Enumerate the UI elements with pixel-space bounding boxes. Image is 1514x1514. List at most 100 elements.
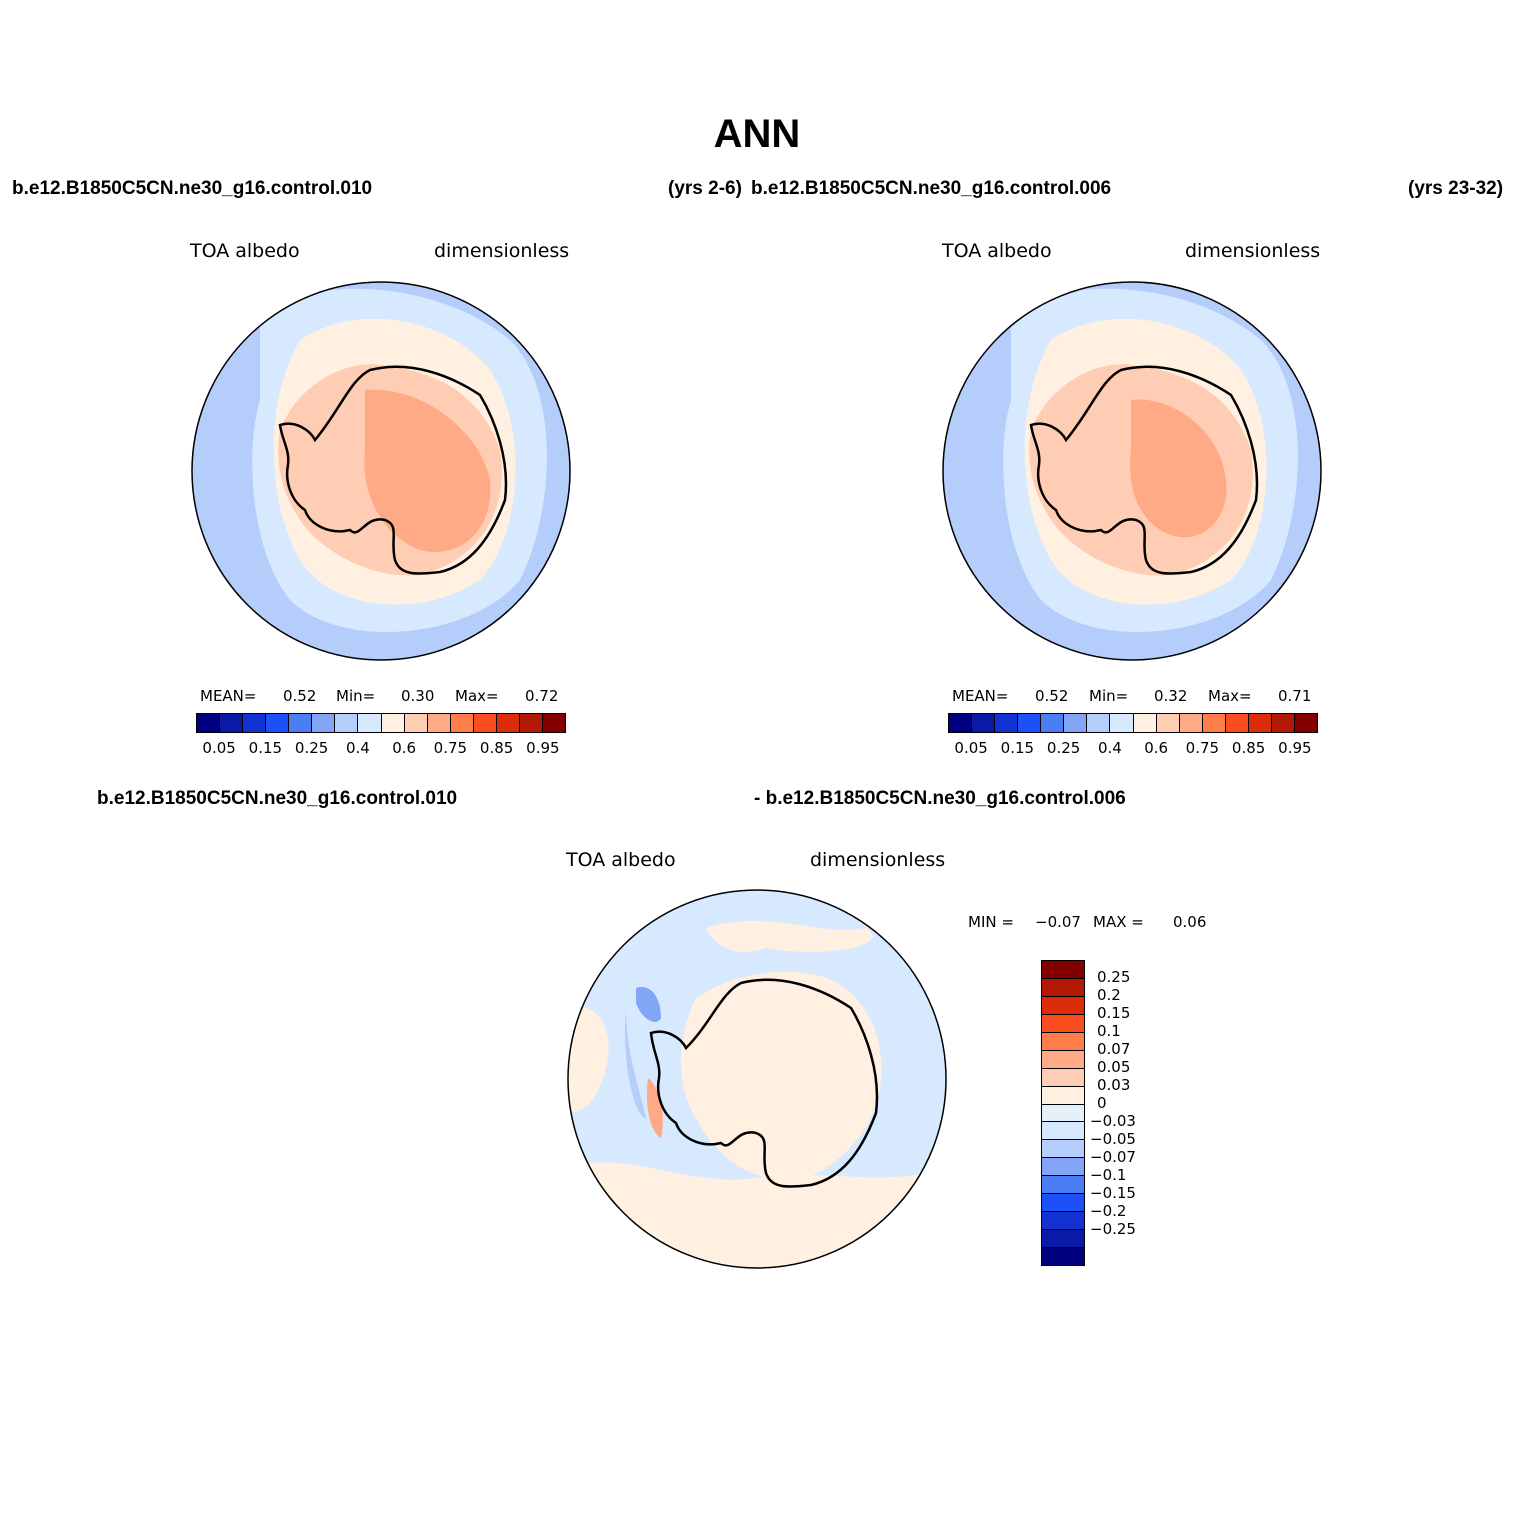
diff-colorbar-tick-label: 0.03: [1097, 1076, 1131, 1094]
diff-max-value: 0.06: [1173, 913, 1207, 931]
panel1-map: [191, 281, 571, 661]
positive-anomaly: [646, 1078, 663, 1138]
panel2-colorbar-swatch: [995, 714, 1019, 732]
diff-colorbar-tick-label: 0.05: [1097, 1058, 1131, 1076]
panel1-case-label: b.e12.B1850C5CN.ne30_g16.control.010: [12, 178, 373, 199]
continent-diff: [681, 971, 882, 1180]
diff-colorbar-swatch: [1042, 1086, 1084, 1105]
panel1-colorbar-tick-label: 0.95: [526, 739, 560, 757]
panel1-min-label: Min=: [336, 687, 376, 705]
panel1-colorbar-tick-label: 0.05: [202, 739, 236, 757]
diff-colorbar-swatch: [1042, 1122, 1084, 1141]
panel2-colorbar-swatch: [972, 714, 996, 732]
panel2-colorbar-tick-label: 0.95: [1278, 739, 1312, 757]
diff-colorbar-swatch: [1042, 1158, 1084, 1177]
panel1-colorbar-tick-label: 0.4: [345, 739, 370, 757]
panel2-colorbar-swatch: [1064, 714, 1088, 732]
panel2-units: dimensionless: [1185, 240, 1321, 262]
diff-colorbar: [1041, 960, 1085, 1266]
map-border: [191, 281, 571, 661]
panel1-colorbar-tick-label: 0.6: [392, 739, 417, 757]
diff-colorbar-swatch: [1042, 1230, 1084, 1248]
panel2-colorbar-swatch: [1271, 714, 1295, 732]
panel1-colorbar-tick-label: 0.85: [479, 739, 514, 757]
diff-colorbar-swatch: [1042, 1212, 1084, 1231]
panel2-colorbar-swatch: [1156, 714, 1180, 732]
panel1-colorbar-swatch: [243, 714, 267, 732]
panel2-years-label: (yrs 23-32): [1408, 178, 1504, 199]
diff-colorbar-swatch: [1042, 1032, 1084, 1051]
diff-colorbar-tick-label: −0.15: [1090, 1184, 1136, 1202]
diff-colorbar-swatch: [1042, 1068, 1084, 1087]
panel1-colorbar-tick-label: 0.75: [433, 739, 468, 757]
diff-max-label: MAX =: [1093, 913, 1144, 931]
panel1-years-label: (yrs 2-6): [668, 178, 742, 199]
positive-band-west: [568, 1006, 609, 1112]
panel2-colorbar-swatch: [1294, 714, 1317, 732]
diff-colorbar-swatch: [1042, 1194, 1084, 1213]
diff-colorbar-tick-label: 0.1: [1097, 1022, 1121, 1040]
panel1-max-label: Max=: [455, 687, 499, 705]
diff-case-a: b.e12.B1850C5CN.ne30_g16.control.010: [97, 788, 458, 809]
panel1-colorbar-swatch: [266, 714, 290, 732]
panel1-colorbar-swatch: [404, 714, 428, 732]
panel1-colorbar-swatch: [473, 714, 497, 732]
diff-colorbar-tick-label: −0.2: [1090, 1202, 1127, 1220]
panel2-map: [942, 281, 1322, 661]
panel2-colorbar-tick-label: 0.15: [1000, 739, 1035, 757]
panel2-colorbar-ticks: 0.05 0.15 0.25 0.4 0.6 0.75 0.85 0.95: [948, 739, 1318, 759]
panel2-max-label: Max=: [1208, 687, 1252, 705]
diff-colorbar-swatch: [1042, 1176, 1084, 1195]
panel2-max-value: 0.71: [1278, 687, 1312, 705]
panel2-colorbar-swatch: [1202, 714, 1226, 732]
panel1-colorbar-swatch: [312, 714, 336, 732]
panel1-colorbar-swatch: [496, 714, 520, 732]
panel2-colorbar-tick-label: 0.75: [1185, 739, 1220, 757]
diff-colorbar-swatch: [1042, 1104, 1084, 1123]
plateau-fill: [1130, 399, 1227, 538]
diff-min-label: MIN =: [968, 913, 1014, 931]
panel1-max-value: 0.72: [525, 687, 559, 705]
diff-colorbar-swatch: [1042, 996, 1084, 1015]
diff-case-b: - b.e12.B1850C5CN.ne30_g16.control.006: [754, 788, 1126, 809]
panel2-mean-label: MEAN=: [952, 687, 1009, 705]
positive-band-south: [568, 1162, 946, 1268]
panel2-mean-value: 0.52: [1035, 687, 1069, 705]
map-border: [567, 889, 947, 1269]
panel2-variable: TOA albedo: [942, 240, 1052, 262]
panel1-colorbar: [196, 713, 566, 733]
diff-colorbar-swatch: [1042, 978, 1084, 997]
diff-colorbar-tick-label: −0.05: [1090, 1130, 1136, 1148]
diff-colorbar-swatch: [1042, 1140, 1084, 1159]
positive-band-north: [706, 920, 873, 952]
diff-colorbar-tick-label: 0.2: [1097, 986, 1121, 1004]
panel1-colorbar-swatch: [220, 714, 244, 732]
panel2-colorbar-swatch: [949, 714, 973, 732]
figure-title: ANN: [713, 112, 801, 156]
panel2-colorbar-swatch: [1248, 714, 1272, 732]
diff-colorbar-swatch: [1042, 1248, 1084, 1265]
panel1-colorbar-swatch: [358, 714, 382, 732]
panel1-colorbar-swatch: [289, 714, 313, 732]
diff-min-value: −0.07: [1035, 913, 1081, 931]
diff-variable: TOA albedo: [566, 849, 676, 871]
panel2-colorbar-swatch: [1041, 714, 1065, 732]
negative-anomaly: [636, 987, 661, 1023]
diff-colorbar-tick-label: 0.07: [1097, 1040, 1131, 1058]
panel1-colorbar-tick-label: 0.15: [248, 739, 283, 757]
panel2-colorbar-swatch: [1179, 714, 1203, 732]
plateau-fill: [364, 389, 491, 552]
panel1-colorbar-swatch: [450, 714, 474, 732]
panel1-colorbar-swatch: [427, 714, 451, 732]
panel1-colorbar-swatch: [197, 714, 221, 732]
panel2-colorbar-tick-label: 0.4: [1097, 739, 1122, 757]
panel1-colorbar-swatch: [335, 714, 359, 732]
panel2-colorbar-swatch: [1225, 714, 1249, 732]
diff-colorbar-tick-label: −0.03: [1090, 1112, 1136, 1130]
panel2-colorbar-tick-label: 0.85: [1231, 739, 1266, 757]
panel2-colorbar-tick-label: 0.25: [1046, 739, 1081, 757]
diff-colorbar-tick-label: −0.1: [1090, 1166, 1127, 1184]
panel1-colorbar-swatch: [542, 714, 565, 732]
negative-streak: [625, 1008, 646, 1118]
diff-colorbar-tick-label: 0.25: [1097, 968, 1131, 986]
